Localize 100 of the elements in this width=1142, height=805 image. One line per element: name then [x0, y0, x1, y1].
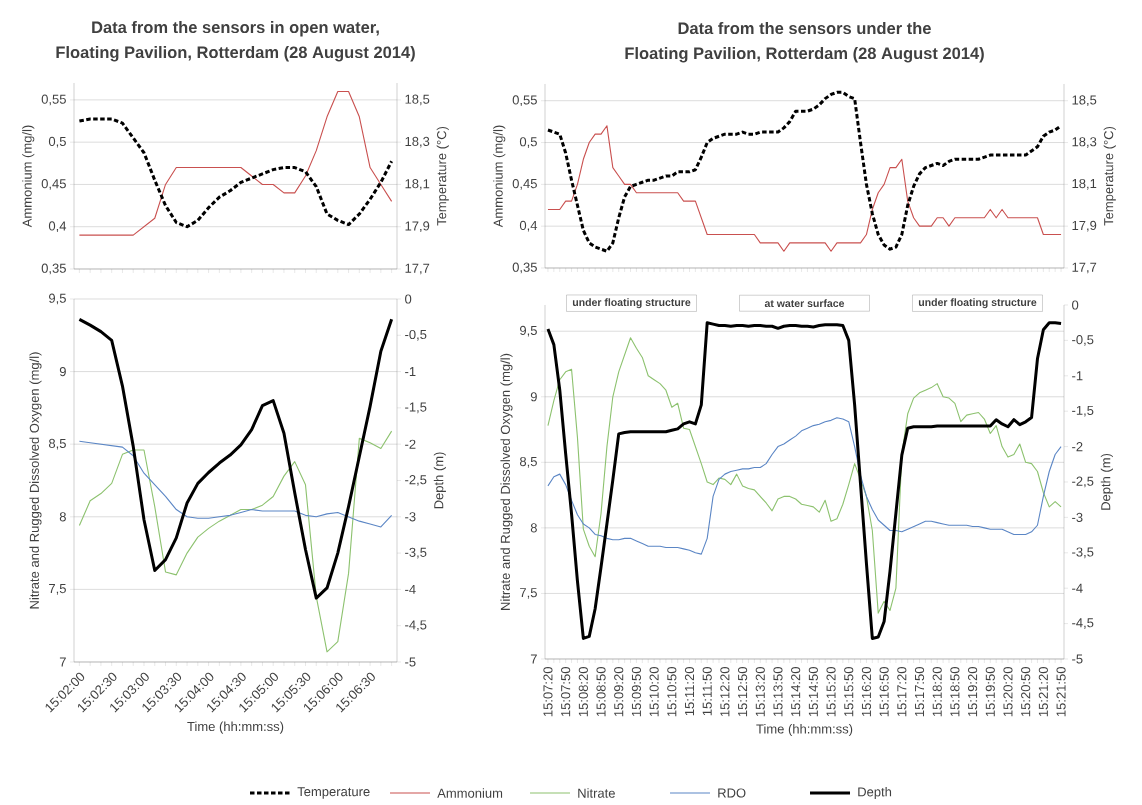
y2-tick-label: -0,5	[1072, 335, 1094, 346]
x-tick-label: 15:20:50	[1021, 667, 1031, 717]
y2-tick-label: -1	[1072, 371, 1083, 381]
x-tick-label: 15:08:20	[578, 667, 588, 717]
x-tick-label: 15:09:50	[631, 667, 642, 717]
y-tick-label: 7,5	[520, 588, 537, 599]
legend-label: Ammonium	[437, 788, 503, 798]
y2-tick-label: -2	[405, 439, 416, 449]
x-tick-label: 15:19:20	[967, 667, 978, 717]
y-tick-label: 7	[59, 657, 66, 667]
x-tick-label: 15:10:50	[667, 667, 677, 717]
y2-tick-label: 17,9	[1072, 220, 1097, 232]
x-tick-label: 15:18:20	[932, 667, 942, 717]
x-tick-label: 15:18:50	[950, 667, 960, 717]
y2-tick-label: -4	[1072, 583, 1083, 593]
y-tick-label: 9	[530, 392, 537, 402]
y-tick-label: 8	[59, 512, 66, 522]
y-tick-label: 0,35	[512, 262, 537, 274]
x-tick-label: 15:11:50	[702, 667, 712, 716]
y2-tick-label: -4,5	[405, 620, 427, 631]
x-tick-label: 15:10:20	[649, 667, 659, 717]
x-tick-label: 15:12:50	[737, 667, 748, 717]
y2-tick-label: 17,9	[405, 221, 430, 233]
y2-tick-label: 18,5	[1072, 95, 1097, 107]
x-tick-label: 15:09:20	[614, 667, 624, 717]
y-tick-label: 0,4	[519, 220, 538, 232]
y2-tick-label: -2,5	[405, 475, 427, 486]
x-tick-label: 15:15:20	[826, 667, 836, 717]
x-tick-label: 15:08:50	[596, 667, 606, 717]
y-tick-label: 8,5	[519, 456, 537, 468]
x-tick-label: 15:12:20	[720, 667, 730, 717]
x-tick-label: 15:15:50	[844, 667, 854, 717]
x-tick-label: 15:13:20	[755, 667, 765, 717]
chart-title: Data from the sensors in open water,	[92, 21, 379, 37]
y2-tick-label: -3,5	[1072, 547, 1094, 559]
y-tick-label: 0,5	[48, 136, 66, 148]
y2-tick-label: -4,5	[1072, 618, 1094, 629]
y2-axis-title: Temperature (°C)	[436, 126, 449, 226]
y2-tick-label: -1,5	[1072, 405, 1094, 417]
y-tick-label: 0,4	[48, 221, 67, 233]
y-tick-label: 7,5	[49, 584, 66, 595]
legend-label: Temperature	[297, 787, 370, 799]
x-tick-label: 15:07:20	[543, 667, 553, 717]
x-tick-label: 15:14:50	[808, 667, 818, 717]
y2-tick-label: 18,1	[405, 179, 430, 190]
x-tick-label: 15:11:20	[684, 667, 695, 716]
y2-axis-title: Depth (m)	[1100, 453, 1113, 510]
legend-label: Nitrate	[578, 788, 615, 798]
annotation: under floating structure	[572, 298, 691, 309]
y-tick-label: 9,5	[520, 325, 537, 337]
y-tick-label: 0,5	[519, 137, 537, 148]
legend-label: RDO	[718, 788, 746, 798]
x-axis-title: Time (hh:mm:ss)	[187, 721, 284, 734]
y-tick-label: 0,55	[41, 94, 66, 106]
y2-axis-title: Depth (m)	[433, 452, 446, 509]
y2-tick-label: -3	[405, 512, 416, 522]
y2-tick-label: 17,7	[1072, 262, 1097, 274]
y2-tick-label: -2,5	[1072, 476, 1094, 488]
y-axis-title: Nitrate and Rugged Dissolved Oxygen (mg/l)	[29, 352, 42, 609]
y2-tick-label: 18,1	[1072, 178, 1097, 190]
chart-subtitle: Floating Pavilion, Rotterdam (28 August 2014)	[625, 47, 984, 63]
x-tick-label: 15:21:20	[1038, 667, 1048, 717]
y2-tick-label: -3	[1072, 512, 1083, 522]
y2-tick-label: -3,5	[405, 547, 427, 559]
y2-tick-label: -1,5	[405, 402, 427, 414]
y2-tick-label: -5	[1072, 654, 1083, 664]
y-tick-label: 0,45	[41, 179, 66, 190]
y2-tick-label: 0	[405, 294, 412, 304]
y-axis-title: Nitrate and Rugged Dissolved Oxygen (mg/l)	[500, 353, 513, 610]
y2-tick-label: -5	[405, 657, 416, 667]
annotation: under floating structure	[918, 298, 1037, 309]
y-tick-label: 8	[530, 523, 537, 533]
x-tick-label: 15:13:50	[773, 667, 783, 717]
y-tick-label: 7	[530, 654, 537, 664]
x-tick-label: 15:21:50	[1056, 667, 1066, 717]
x-tick-label: 15:16:50	[879, 667, 889, 717]
x-tick-label: 15:16:20	[861, 667, 872, 717]
y2-tick-label: 18,3	[405, 136, 430, 148]
y-axis-title: Ammonium (mg/l)	[493, 125, 506, 228]
x-tick-label: 15:20:20	[1003, 667, 1013, 717]
y-tick-label: 9	[59, 366, 66, 377]
x-tick-label: 15:07:50	[561, 667, 571, 717]
y2-tick-label: -0,5	[405, 329, 427, 341]
y-tick-label: 8,5	[48, 438, 66, 450]
legend-label: Depth	[858, 786, 892, 800]
chart-title: Data from the sensors under the	[678, 22, 931, 35]
y2-tick-label: 18,5	[405, 94, 430, 106]
x-tick-label: 15:17:20	[897, 667, 907, 717]
line-series	[77, 317, 394, 600]
x-tick-label: 15:17:50	[914, 667, 925, 717]
chart-subtitle: Floating Pavilion, Rotterdam (28 August 2014)	[56, 46, 415, 62]
y-tick-label: 0,55	[512, 95, 537, 107]
y-axis-title: Ammonium (mg/l)	[22, 125, 35, 228]
annotation: at water surface	[764, 299, 845, 308]
y2-tick-label: 18,3	[1072, 137, 1097, 148]
y2-axis-title: Temperature (°C)	[1103, 126, 1116, 226]
y2-tick-label: 0	[1072, 300, 1079, 310]
y2-tick-label: -4	[405, 584, 416, 594]
x-tick-label: 15:14:20	[791, 667, 801, 717]
y-tick-label: 0,35	[41, 263, 66, 275]
